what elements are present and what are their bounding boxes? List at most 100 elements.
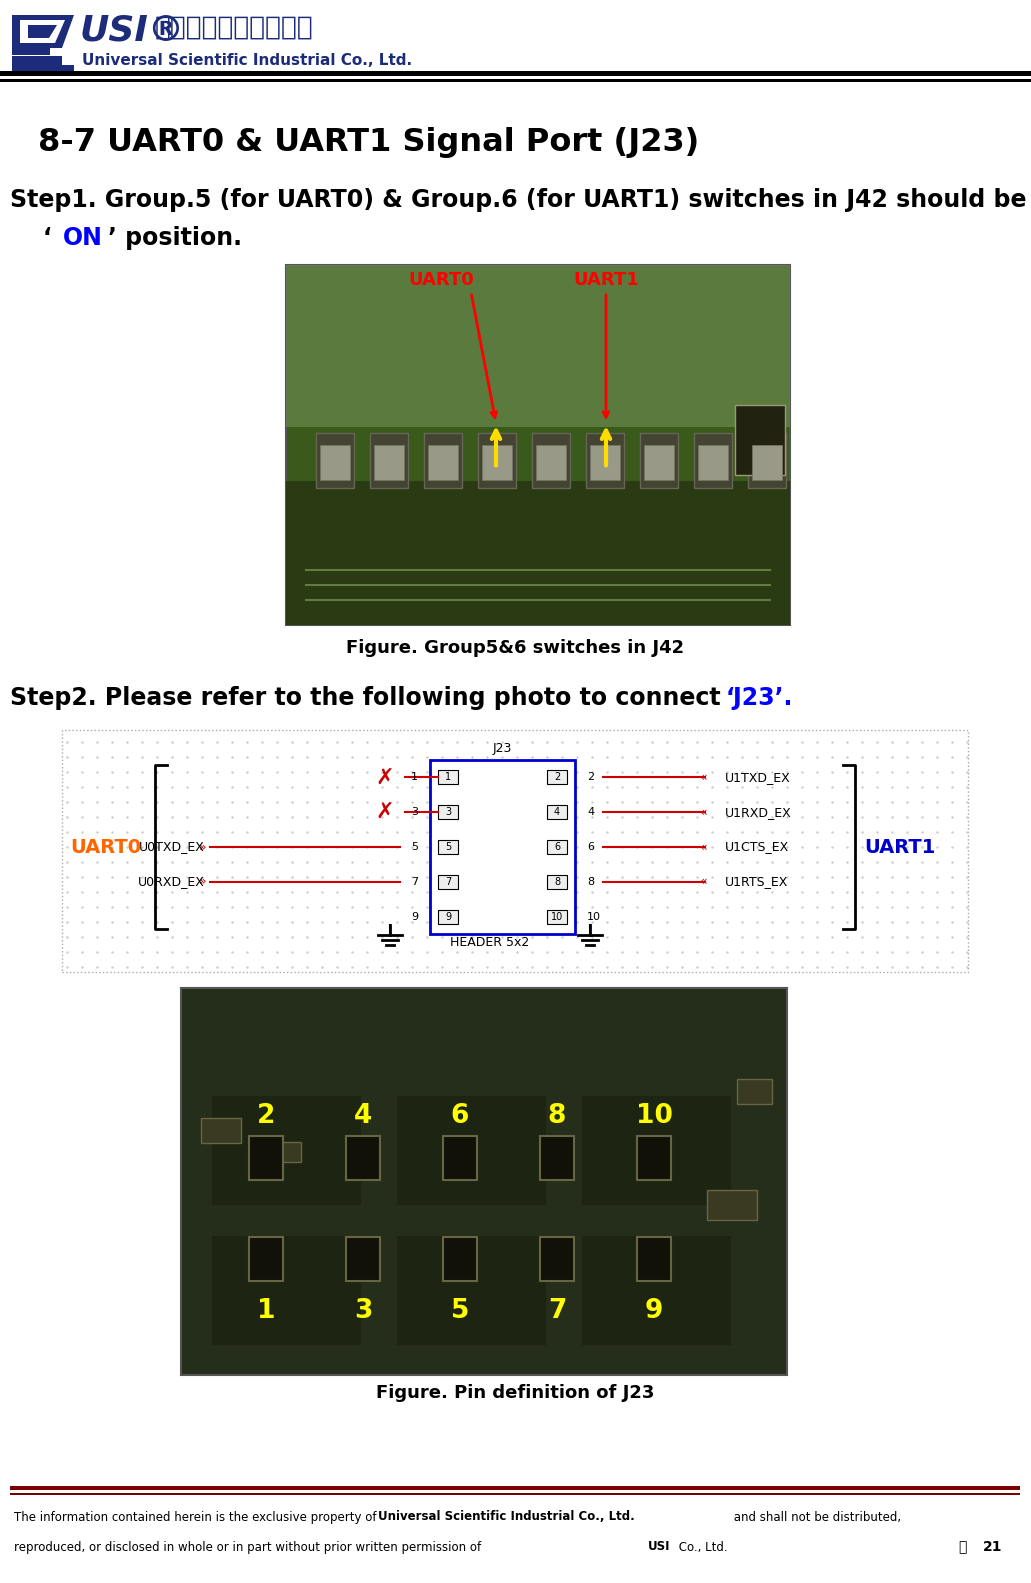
Text: HEADER 5x2: HEADER 5x2 — [451, 936, 530, 948]
Bar — [438, 806, 458, 818]
Bar — [735, 405, 785, 475]
Text: 4: 4 — [587, 807, 594, 817]
Text: 7: 7 — [444, 877, 452, 886]
Text: 3: 3 — [354, 1298, 372, 1323]
Text: 頁: 頁 — [958, 1540, 966, 1555]
Bar — [532, 434, 570, 488]
Bar — [286, 264, 790, 625]
Bar — [478, 434, 516, 488]
Bar — [10, 1493, 1020, 1494]
Text: U1RTS_EX: U1RTS_EX — [725, 875, 789, 888]
Text: ON: ON — [63, 226, 103, 250]
Text: USI: USI — [648, 1540, 670, 1553]
Text: 3: 3 — [445, 807, 452, 817]
Bar — [286, 264, 790, 427]
Text: »: » — [199, 875, 207, 888]
Text: «: « — [700, 806, 708, 818]
Bar — [547, 806, 567, 818]
Text: 3: 3 — [411, 807, 418, 817]
Bar — [370, 434, 408, 488]
Text: Co., Ltd.: Co., Ltd. — [675, 1540, 728, 1553]
Bar — [12, 55, 62, 65]
Bar — [644, 445, 674, 480]
Text: UART1: UART1 — [864, 837, 936, 856]
Text: Step2. Please refer to the following photo to connect: Step2. Please refer to the following pho… — [10, 685, 729, 711]
Text: USI®: USI® — [80, 13, 185, 47]
Text: 7: 7 — [411, 877, 418, 886]
Bar — [752, 445, 781, 480]
Bar — [590, 445, 620, 480]
Text: Figure. Group5&6 switches in J42: Figure. Group5&6 switches in J42 — [346, 640, 684, 657]
Bar — [737, 1080, 772, 1103]
Bar — [640, 434, 678, 488]
Bar — [346, 1236, 380, 1281]
Text: 2: 2 — [587, 773, 594, 782]
Text: ’ position.: ’ position. — [108, 226, 242, 250]
Bar — [536, 445, 566, 480]
Text: «: « — [700, 771, 708, 784]
Bar — [62, 730, 968, 972]
Text: UART0: UART0 — [408, 271, 474, 290]
Bar — [396, 1095, 546, 1205]
Text: 6: 6 — [451, 1103, 469, 1129]
Text: UART1: UART1 — [573, 271, 639, 290]
Text: «: « — [700, 875, 708, 888]
Bar — [637, 1137, 671, 1181]
Bar — [438, 771, 458, 785]
Bar — [201, 1118, 241, 1143]
Bar — [547, 910, 567, 923]
Text: ‘: ‘ — [10, 226, 52, 250]
Text: 8: 8 — [587, 877, 594, 886]
Bar — [547, 875, 567, 888]
Bar — [181, 988, 787, 1376]
Bar — [315, 434, 354, 488]
Text: ✗: ✗ — [375, 768, 394, 787]
Bar — [374, 445, 404, 480]
Text: 1: 1 — [411, 773, 418, 782]
Bar — [438, 875, 458, 888]
Text: J23: J23 — [493, 741, 512, 755]
Text: 8: 8 — [547, 1103, 566, 1129]
Bar — [430, 760, 575, 934]
Text: U1TXD_EX: U1TXD_EX — [725, 771, 791, 784]
Text: 21: 21 — [984, 1540, 1003, 1555]
Bar — [211, 1235, 361, 1346]
Bar — [694, 434, 732, 488]
Text: U0RXD_EX: U0RXD_EX — [138, 875, 205, 888]
Bar — [547, 771, 567, 785]
Text: reproduced, or disclosed in whole or in part without prior written permission of: reproduced, or disclosed in whole or in … — [14, 1540, 485, 1553]
Text: ‘J23’.: ‘J23’. — [726, 685, 794, 711]
Bar — [586, 434, 624, 488]
Bar — [547, 841, 567, 853]
Bar — [286, 481, 790, 625]
Text: 1: 1 — [257, 1298, 275, 1323]
Text: 4: 4 — [554, 807, 560, 817]
Bar — [438, 910, 458, 923]
Polygon shape — [12, 14, 74, 47]
Bar — [540, 1236, 574, 1281]
Bar — [211, 1095, 361, 1205]
Bar — [0, 79, 1031, 82]
Text: Figure. Pin definition of J23: Figure. Pin definition of J23 — [376, 1384, 655, 1403]
Bar — [271, 1143, 301, 1162]
Bar — [0, 71, 1031, 76]
Bar — [707, 1190, 757, 1220]
Text: 2: 2 — [554, 773, 560, 782]
Text: 6: 6 — [554, 842, 560, 852]
Bar — [424, 434, 462, 488]
Bar — [438, 841, 458, 853]
Text: «: « — [700, 841, 708, 853]
Bar — [250, 1236, 282, 1281]
Text: U0TXD_EX: U0TXD_EX — [139, 841, 205, 853]
Bar — [320, 445, 350, 480]
Text: 6: 6 — [587, 842, 594, 852]
Text: 10: 10 — [551, 912, 563, 921]
Text: U1CTS_EX: U1CTS_EX — [725, 841, 790, 853]
Bar — [698, 445, 728, 480]
Polygon shape — [28, 25, 57, 38]
Text: 9: 9 — [411, 912, 418, 921]
Text: 4: 4 — [354, 1103, 372, 1129]
Text: ✗: ✗ — [375, 803, 394, 822]
Text: and shall not be distributed,: and shall not be distributed, — [730, 1510, 901, 1523]
Text: UART0: UART0 — [70, 837, 141, 856]
